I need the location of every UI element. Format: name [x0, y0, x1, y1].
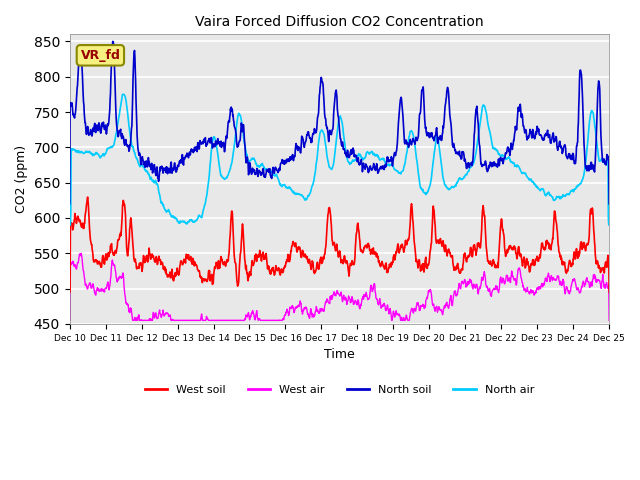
Y-axis label: CO2 (ppm): CO2 (ppm) [15, 145, 28, 213]
X-axis label: Time: Time [324, 348, 355, 361]
Title: Vaira Forced Diffusion CO2 Concentration: Vaira Forced Diffusion CO2 Concentration [195, 15, 484, 29]
Text: VR_fd: VR_fd [81, 49, 120, 62]
Legend: West soil, West air, North soil, North air: West soil, West air, North soil, North a… [140, 381, 538, 399]
